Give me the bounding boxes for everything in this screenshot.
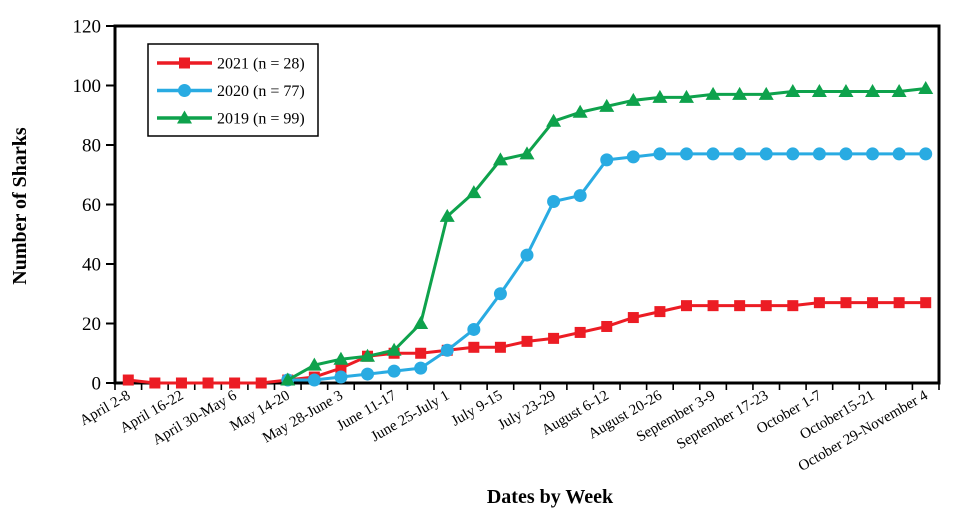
marker-2019	[466, 185, 482, 199]
marker-2020	[387, 364, 401, 378]
marker-2019	[360, 348, 376, 362]
marker-2021	[840, 297, 852, 309]
y-tick-label: 100	[73, 76, 102, 97]
marker-2019	[519, 146, 535, 160]
legend-marker-2019	[177, 110, 192, 124]
marker-2021	[813, 297, 825, 309]
marker-2021	[574, 326, 586, 338]
marker-2021	[760, 300, 772, 312]
marker-2019	[918, 80, 934, 94]
marker-2021	[601, 320, 613, 332]
marker-2020	[467, 322, 481, 336]
marker-2021	[548, 332, 560, 344]
marker-2019	[811, 83, 827, 97]
marker-2020	[812, 147, 826, 161]
marker-2019	[625, 92, 641, 106]
marker-2021	[787, 300, 799, 312]
marker-2020	[440, 343, 454, 357]
legend-label-2020: 2020 (n = 77)	[217, 83, 305, 100]
marker-2019	[705, 86, 721, 100]
marker-2021	[149, 377, 161, 389]
series-2021	[122, 297, 932, 389]
marker-2019	[891, 83, 907, 97]
marker-2020	[573, 189, 587, 203]
marker-2021	[867, 297, 879, 309]
series-2020	[281, 147, 933, 387]
y-tick-label: 40	[82, 255, 101, 276]
x-tick-label: September 17-23	[674, 388, 771, 453]
marker-2020	[307, 373, 321, 387]
marker-2019	[865, 83, 881, 97]
marker-2021	[707, 300, 719, 312]
marker-2020	[520, 248, 534, 262]
marker-2021	[680, 300, 692, 312]
marker-2020	[919, 147, 933, 161]
marker-2019	[492, 152, 508, 166]
marker-2021	[415, 347, 427, 359]
marker-2019	[652, 89, 668, 103]
marker-2020	[600, 153, 614, 167]
x-axis-title: Dates by Week	[487, 486, 614, 508]
marker-2019	[439, 208, 455, 222]
legend-marker-2021	[179, 57, 190, 69]
y-tick-label: 80	[82, 136, 101, 157]
marker-2021	[920, 297, 932, 309]
marker-2020	[839, 147, 853, 161]
legend: 2021 (n = 28) 2020 (n = 77) 2019 (n = 99)	[147, 43, 319, 137]
legend-label-2021: 2021 (n = 28)	[217, 56, 305, 73]
marker-2020	[892, 147, 906, 161]
marker-2021	[494, 341, 506, 353]
marker-2021	[335, 362, 347, 374]
marker-2020	[493, 287, 507, 301]
y-tick-label: 60	[82, 195, 101, 216]
marker-2021	[255, 377, 267, 389]
marker-2019	[599, 98, 615, 112]
marker-2020	[414, 361, 428, 375]
marker-2021	[734, 300, 746, 312]
marker-2019	[306, 357, 322, 371]
y-tick-label: 120	[73, 17, 102, 38]
marker-2020	[547, 195, 561, 209]
y-axis-title: Number of Sharks	[9, 127, 31, 285]
marker-2019	[280, 372, 296, 386]
marker-2021	[893, 297, 905, 309]
marker-2020	[679, 147, 693, 161]
marker-2021	[229, 377, 241, 389]
series-line-2020	[287, 152, 926, 382]
marker-2020	[706, 147, 720, 161]
marker-2021	[175, 377, 187, 389]
legend-marker-2020	[178, 84, 191, 97]
marker-2019	[386, 342, 402, 356]
marker-2019	[413, 316, 429, 329]
series-line-2019	[287, 86, 926, 382]
marker-2019	[758, 86, 774, 100]
marker-2021	[521, 335, 533, 347]
marker-2019	[546, 113, 562, 127]
marker-2021	[654, 306, 666, 318]
marker-2019	[572, 104, 588, 118]
y-tick-label: 0	[92, 374, 102, 395]
legend-label-2019: 2019 (n = 99)	[217, 111, 305, 128]
marker-2020	[361, 367, 375, 381]
marker-2020	[733, 147, 747, 161]
marker-2019	[838, 83, 854, 97]
marker-2020	[653, 147, 667, 161]
marker-2020	[759, 147, 773, 161]
marker-2019	[678, 89, 694, 103]
y-tick-label: 20	[82, 314, 101, 335]
marker-2019	[333, 351, 349, 365]
marker-2021	[468, 341, 480, 353]
marker-2019	[732, 86, 748, 100]
marker-2020	[626, 150, 640, 164]
marker-2021	[627, 312, 639, 324]
marker-2020	[786, 147, 800, 161]
marker-2021	[202, 377, 214, 389]
marker-2021	[122, 374, 134, 386]
marker-2020	[334, 370, 348, 384]
marker-2019	[785, 83, 801, 97]
series-2019	[280, 80, 934, 386]
marker-2020	[866, 147, 880, 161]
